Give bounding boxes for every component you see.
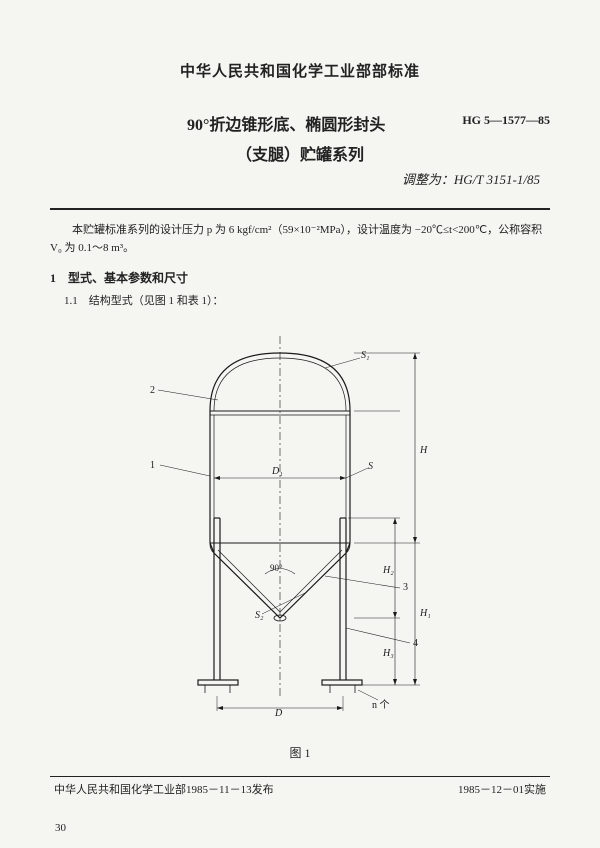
page-number: 30 (55, 822, 66, 834)
dim-H2: H₂ (382, 565, 394, 576)
dim-H1: H₁ (419, 608, 431, 619)
section-1-heading: 1 型式、基本参数和尺寸 (50, 269, 550, 286)
angle-90: 90° (270, 563, 283, 573)
bolt-count: n 个 (372, 699, 390, 711)
section-1-1: 1.1 结构型式（见图 1 和表 1）： (64, 292, 550, 308)
dim-D: D (274, 708, 283, 719)
intro-paragraph: 本贮罐标准系列的设计压力 p 为 6 kgf/cm²（59×10⁻²MPa），设… (50, 222, 550, 257)
footer-effective: 1985－12－01实施 (458, 781, 546, 797)
tank-diagram: 1 2 3 4 D D₁ S S₁ S₂ H H₁ H₂ H₃ 90° n 个 (110, 318, 490, 738)
top-divider (50, 208, 550, 210)
title-row: 90°折边锥形底、椭圆形封头 HG 5—1577—85 (50, 111, 550, 135)
callout-1: 1 (150, 460, 155, 471)
dim-S1: S₁ (361, 350, 369, 361)
callout-4: 4 (413, 638, 418, 649)
organization-name: 中华人民共和国化学工业部部标准 (50, 60, 550, 81)
handwritten-note: 调整为：HG/T 3151-1/85 (50, 169, 540, 188)
figure-1-label: 图 1 (50, 744, 550, 761)
footer-divider (50, 776, 550, 777)
standard-code: HG 5—1577—85 (462, 113, 550, 128)
callout-3: 3 (403, 582, 408, 593)
callout-2: 2 (150, 385, 155, 396)
dim-H3: H₃ (382, 648, 394, 659)
dim-S2: S₂ (255, 610, 264, 621)
dim-H: H (419, 445, 428, 456)
title-line-1: 90°折边锥形底、椭圆形封头 (50, 111, 462, 135)
footer-publish: 中华人民共和国化学工业部1985－11－13发布 (54, 781, 274, 797)
dim-S: S (368, 461, 373, 472)
dim-D1: D₁ (271, 466, 283, 477)
footer-row: 中华人民共和国化学工业部1985－11－13发布 1985－12－01实施 (50, 781, 550, 797)
title-line-2: （支腿）贮罐系列 (50, 141, 550, 165)
